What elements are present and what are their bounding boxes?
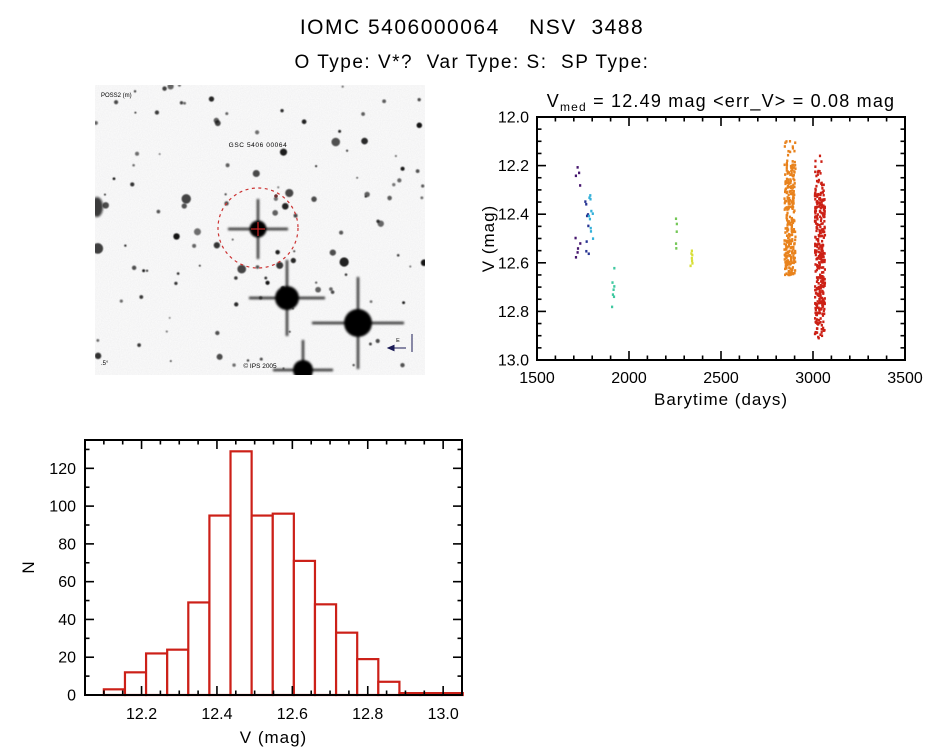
cluster-epoch-3 <box>587 194 595 240</box>
svg-text:12.8: 12.8 <box>352 706 383 723</box>
histogram-bar <box>313 603 338 697</box>
tick-labels: 1500 2000 2500 3000 3500 12.0 12.2 12.4 12.6 12.8… <box>498 110 923 388</box>
histogram-bar <box>292 559 317 697</box>
cluster-epoch-4 <box>610 266 616 309</box>
red-field-star <box>274 194 278 198</box>
svg-text:12.6: 12.6 <box>498 255 529 272</box>
cluster-epoch-6 <box>689 249 694 268</box>
compass-marker <box>386 334 413 352</box>
svg-text:2500: 2500 <box>703 370 739 387</box>
histogram-bars <box>102 450 464 697</box>
cluster-epoch-7 <box>783 140 797 277</box>
plot-title: Vmed = 12.49 mag <err_V> = 0.08 mag <box>547 91 896 114</box>
edge-blob <box>95 197 103 217</box>
histogram-bar <box>271 512 295 697</box>
svg-text:12.8: 12.8 <box>498 304 529 321</box>
finding-chart-image: POSS2 (m) GSC 5406 00064 © IPS 2005 .5° E <box>95 85 425 375</box>
y-axis-label: V (mag) <box>480 205 498 272</box>
survey-label: POSS2 (m) <box>101 93 132 99</box>
histogram-bar <box>334 631 359 697</box>
svg-text:2000: 2000 <box>611 370 647 387</box>
x-axis-label: V (mag) <box>240 728 307 747</box>
svg-text:120: 120 <box>49 461 76 478</box>
east-label: E <box>396 338 400 344</box>
object-type-line: O Type: V*? Var Type: S: SP Type: <box>294 52 650 73</box>
tick-labels: 12.2 12.4 12.6 12.8 13.0 0 20 40 60 80 100 120 <box>49 461 459 723</box>
svg-text:1500: 1500 <box>519 370 555 387</box>
svg-text:12.0: 12.0 <box>498 110 529 127</box>
target-circle <box>217 187 299 269</box>
page-title: IOMC 5406000064 NSV 3488 <box>299 16 645 39</box>
cluster-epoch-5 <box>674 217 678 250</box>
svg-text:0: 0 <box>67 688 76 705</box>
light-curve-points <box>574 140 827 340</box>
svg-text:3500: 3500 <box>887 370 923 387</box>
svg-text:12.4: 12.4 <box>201 706 232 723</box>
cluster-epoch-2 <box>584 200 590 256</box>
scale-label: .5° <box>101 361 109 367</box>
svg-text:12.2: 12.2 <box>498 158 529 175</box>
svg-text:12.2: 12.2 <box>126 706 157 723</box>
field-stars <box>95 85 425 375</box>
svg-text:60: 60 <box>58 574 76 591</box>
target-cross <box>251 222 265 236</box>
svg-text:80: 80 <box>58 536 76 553</box>
svg-text:40: 40 <box>58 612 76 629</box>
cluster-epoch-1 <box>574 166 582 259</box>
svg-text:13.0: 13.0 <box>498 353 529 370</box>
bright-star-2 <box>312 277 404 369</box>
histogram-bar <box>377 680 401 697</box>
svg-text:12.6: 12.6 <box>277 706 308 723</box>
histogram-bar <box>144 652 169 697</box>
credit-label: © IPS 2005 <box>243 362 277 370</box>
light-curve-plot: 1500 2000 2500 3000 3500 12.0 12.2 12.4 12.6 12.8… <box>480 91 923 409</box>
svg-text:20: 20 <box>58 650 76 667</box>
svg-text:13.0: 13.0 <box>428 706 459 723</box>
histogram-bar <box>123 671 148 697</box>
histogram-bar <box>208 514 232 697</box>
histogram-bar <box>187 601 211 697</box>
histogram-bar <box>229 450 253 697</box>
histogram-bar <box>166 648 190 697</box>
tick-marks <box>536 116 906 361</box>
svg-text:100: 100 <box>49 499 76 516</box>
bright-star-3 <box>273 340 333 375</box>
y-axis-label: N <box>20 561 38 573</box>
magnitude-histogram-plot: 12.2 12.4 12.6 12.8 13.0 0 20 40 60 80 100 120 V (ma… <box>20 439 464 747</box>
target-name-label: GSC 5406 00064 <box>229 142 288 149</box>
tick-marks <box>85 440 462 696</box>
bright-star-1 <box>249 260 325 336</box>
histogram-bar <box>250 514 274 697</box>
svg-text:3000: 3000 <box>795 370 831 387</box>
cluster-epoch-8 <box>813 154 827 340</box>
x-axis-label: Barytime (days) <box>654 390 788 409</box>
svg-text:12.4: 12.4 <box>498 207 529 224</box>
